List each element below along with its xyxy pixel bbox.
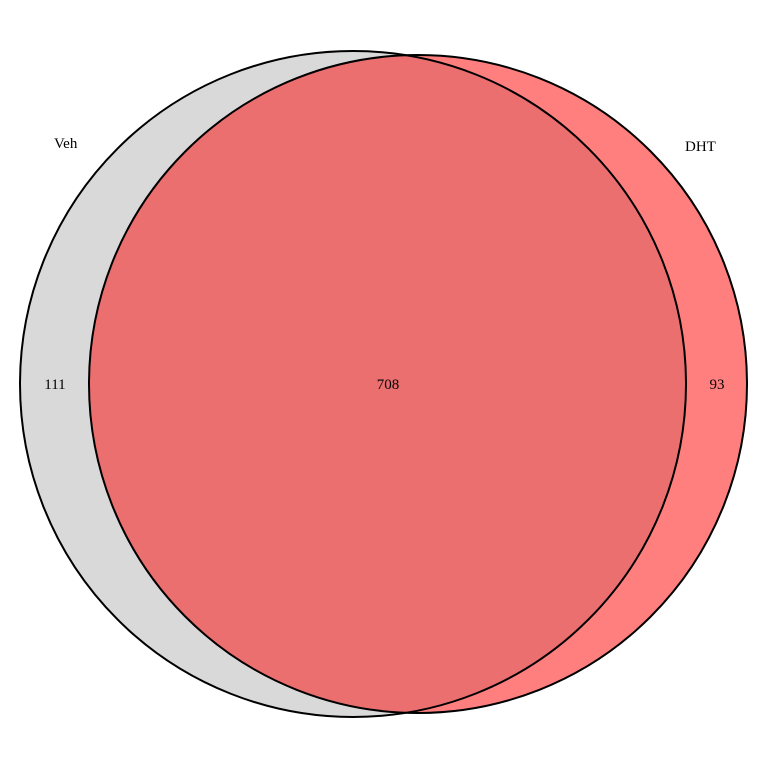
overlap-region <box>89 55 686 713</box>
set-dht-outline <box>88 54 748 714</box>
count-veh-only: 111 <box>44 377 65 393</box>
count-both: 708 <box>377 377 400 393</box>
count-dht-only: 93 <box>710 377 725 393</box>
set-label-veh: Veh <box>54 136 78 152</box>
set-label-dht: DHT <box>685 139 716 155</box>
set-veh-outline <box>19 50 687 718</box>
